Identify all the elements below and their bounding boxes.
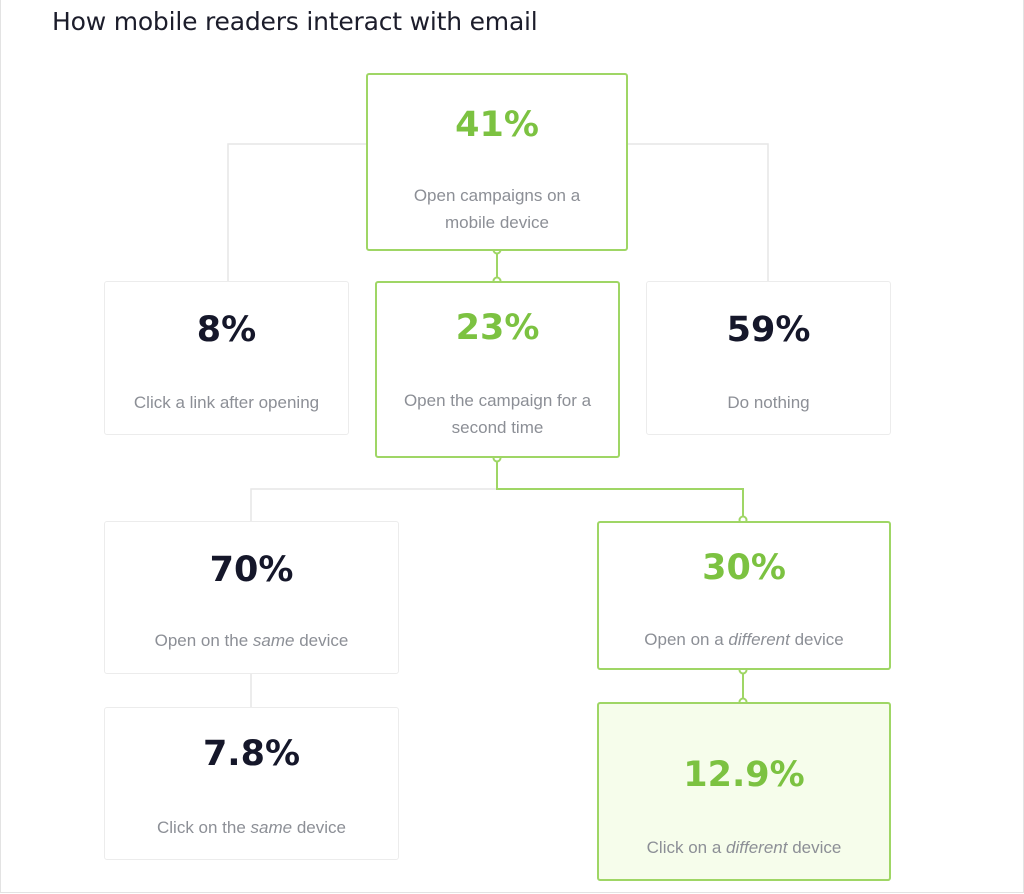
connector-to-click-link (227, 143, 367, 281)
node-value: 59% (726, 310, 811, 350)
node-value: 30% (702, 548, 786, 588)
node-value: 41% (455, 105, 539, 145)
diagram-title: How mobile readers interact with email (52, 7, 538, 36)
node-value: 7.8% (202, 734, 301, 774)
node-value: 70% (209, 550, 294, 590)
connector-to-do-nothing (628, 143, 769, 281)
connector-to-different-device (496, 458, 744, 521)
node-label: Click a link after opening (133, 393, 320, 412)
node-label: Do nothing (727, 393, 810, 412)
node-label: Open on the same device (154, 631, 349, 650)
node-value: 23% (455, 308, 540, 348)
node-label-line2: second time (451, 418, 544, 437)
node-open-mobile: 41% Open campaigns on a mobile device (366, 73, 628, 251)
node-do-nothing: 59% Do nothing (646, 281, 891, 435)
node-label-line1: Open campaigns on a (413, 186, 581, 205)
node-open-second: 23% Open the campaign for a second time (375, 281, 620, 458)
node-value: 12.9% (683, 755, 805, 795)
node-label: Open on a different device (644, 630, 844, 649)
node-label: Click on a different device (646, 838, 842, 857)
node-label-line1: Open the campaign for a (403, 391, 592, 410)
node-same-device: 70% Open on the same device (104, 521, 399, 674)
connector-to-same-device (250, 488, 497, 521)
node-click-link: 8% Click a link after opening (104, 281, 349, 435)
node-click-same: 7.8% Click on the same device (104, 707, 399, 860)
node-click-different: 12.9% Click on a different device (597, 702, 891, 881)
node-different-device: 30% Open on a different device (597, 521, 891, 670)
node-value: 8% (196, 310, 257, 350)
node-label-line2: mobile device (445, 213, 549, 232)
node-label: Click on the same device (157, 818, 346, 837)
